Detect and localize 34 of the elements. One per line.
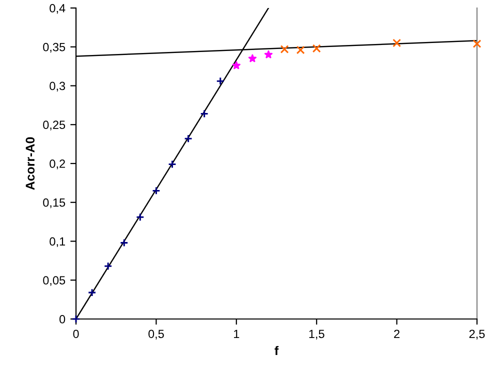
point [200, 110, 209, 118]
y-tick-label: 0,15 [43, 198, 66, 208]
point [136, 212, 144, 222]
y-tick-label: 0,35 [43, 42, 66, 53]
point [104, 262, 112, 270]
x-tick-label: 2 [394, 330, 400, 338]
y-tick-label: 0,1 [50, 237, 66, 248]
x-tick-label: 0,5 [148, 330, 164, 340]
y-tick-label: 0,2 [50, 160, 65, 170]
x-tick-label: 0 [73, 330, 79, 338]
point [216, 76, 225, 86]
point [232, 61, 240, 70]
y-tick-label: 0,3 [50, 82, 66, 92]
point [152, 186, 160, 195]
point [264, 50, 273, 58]
x-tick-label: 1,5 [309, 330, 324, 340]
y-tick-label: 0 [59, 315, 66, 324]
point [472, 40, 482, 48]
point [296, 46, 305, 54]
point [280, 44, 289, 54]
point [248, 54, 257, 62]
y-tick-label: 0,05 [43, 276, 66, 286]
point [392, 38, 402, 48]
x-tick-label: 2,5 [469, 330, 485, 340]
x-axis-title: f [274, 346, 279, 356]
y-axis-title: Acorr-A0 [26, 137, 35, 190]
y-tick-label: 0,25 [43, 120, 66, 130]
point [168, 160, 176, 169]
point [184, 134, 193, 143]
point [88, 288, 96, 297]
x-tick-label: 1 [234, 330, 240, 338]
y-tick-label: 0,4 [50, 4, 66, 14]
point [312, 44, 321, 53]
point [120, 238, 128, 248]
